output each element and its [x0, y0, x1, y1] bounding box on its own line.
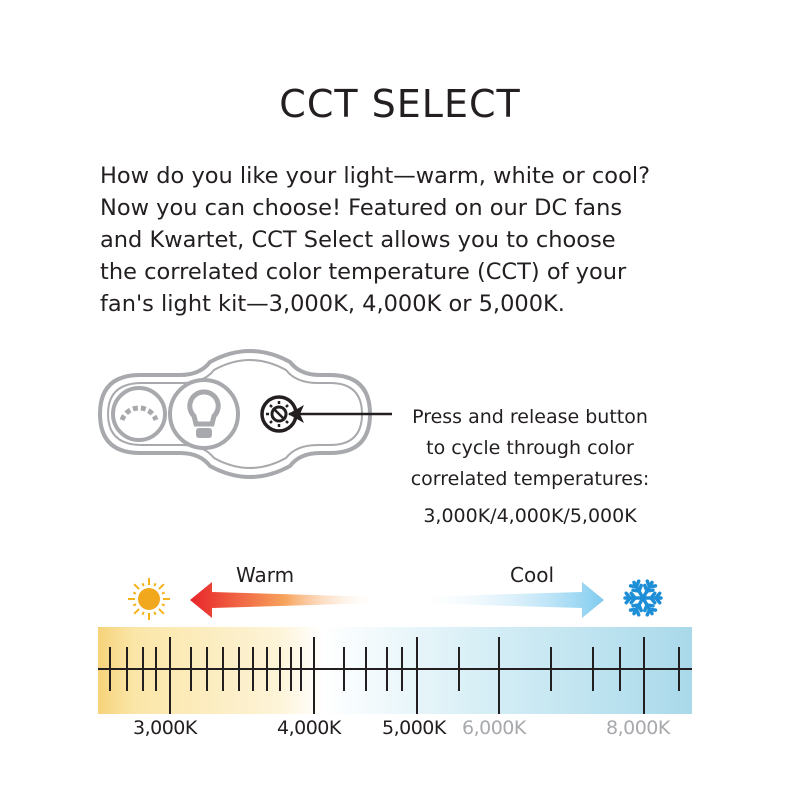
sun-ray [161, 603, 166, 607]
sun-ray [161, 591, 166, 595]
sun-ray [132, 603, 137, 607]
sun-ray [158, 608, 165, 615]
sun-ray [158, 583, 165, 590]
description: How do you like your light—warm, white o… [100, 160, 700, 320]
dimmer-icon [111, 386, 167, 442]
warm-label: Warm [236, 563, 295, 587]
callout-line: correlated temperatures: [410, 468, 650, 490]
sun-icon [128, 578, 170, 620]
description-line: the correlated color temperature (CCT) o… [100, 259, 627, 285]
snowflake-branch [628, 584, 639, 589]
snowflake-branch [634, 607, 641, 617]
sun-ray [141, 582, 145, 587]
cool-arrow [410, 582, 604, 618]
description-line: fan's light kit—3,000K, 4,000K or 5,000K… [100, 291, 565, 317]
snowflake-branch [631, 588, 641, 593]
snowflake-branch [654, 591, 662, 600]
sun-ray [133, 608, 140, 615]
scale-label-6000: 6,000K [462, 717, 526, 739]
sun-ray [133, 583, 140, 590]
snowflake-branch [643, 583, 649, 593]
snowflake-branch [629, 596, 637, 605]
snowflake-branch [649, 591, 657, 600]
callout-line: 3,000K/4,000K/5,000K [423, 505, 637, 527]
scale-label-5000: 5,000K [382, 717, 446, 739]
callout-line: to cycle through color [426, 437, 634, 459]
sun-ray [141, 611, 145, 616]
description-line: How do you like your light—warm, white o… [100, 163, 651, 189]
page-title: CCT SELECT [279, 82, 521, 126]
snowflake-branch [645, 603, 655, 608]
sun-ray [153, 611, 157, 616]
description-line: Now you can choose! Featured on our DC f… [100, 195, 623, 221]
snowflake-branch [645, 579, 652, 589]
sun-ray [153, 582, 157, 587]
description-line: and Kwartet, CCT Select allows you to ch… [100, 227, 616, 253]
snowflake-branch [624, 596, 632, 605]
scale-label-3000: 3,000K [133, 717, 197, 739]
callout-text: Press and release button to cycle throug… [380, 402, 680, 532]
sun-ray [132, 591, 137, 595]
callout-arrow [288, 405, 392, 423]
scale-label-4000: 4,000K [277, 717, 341, 739]
cool-label: Cool [510, 563, 554, 587]
color-temperature-bar [98, 627, 692, 714]
callout-line: Press and release button [412, 406, 648, 428]
light-bulb-icon [168, 378, 240, 450]
fan-control-graphic [97, 349, 373, 479]
scale-label-8000: 8,000K [606, 717, 670, 739]
warm-arrow [190, 582, 380, 618]
snowflake-branch [637, 603, 643, 613]
snowflake-icon [623, 579, 663, 617]
snowflake-branch [647, 607, 658, 612]
